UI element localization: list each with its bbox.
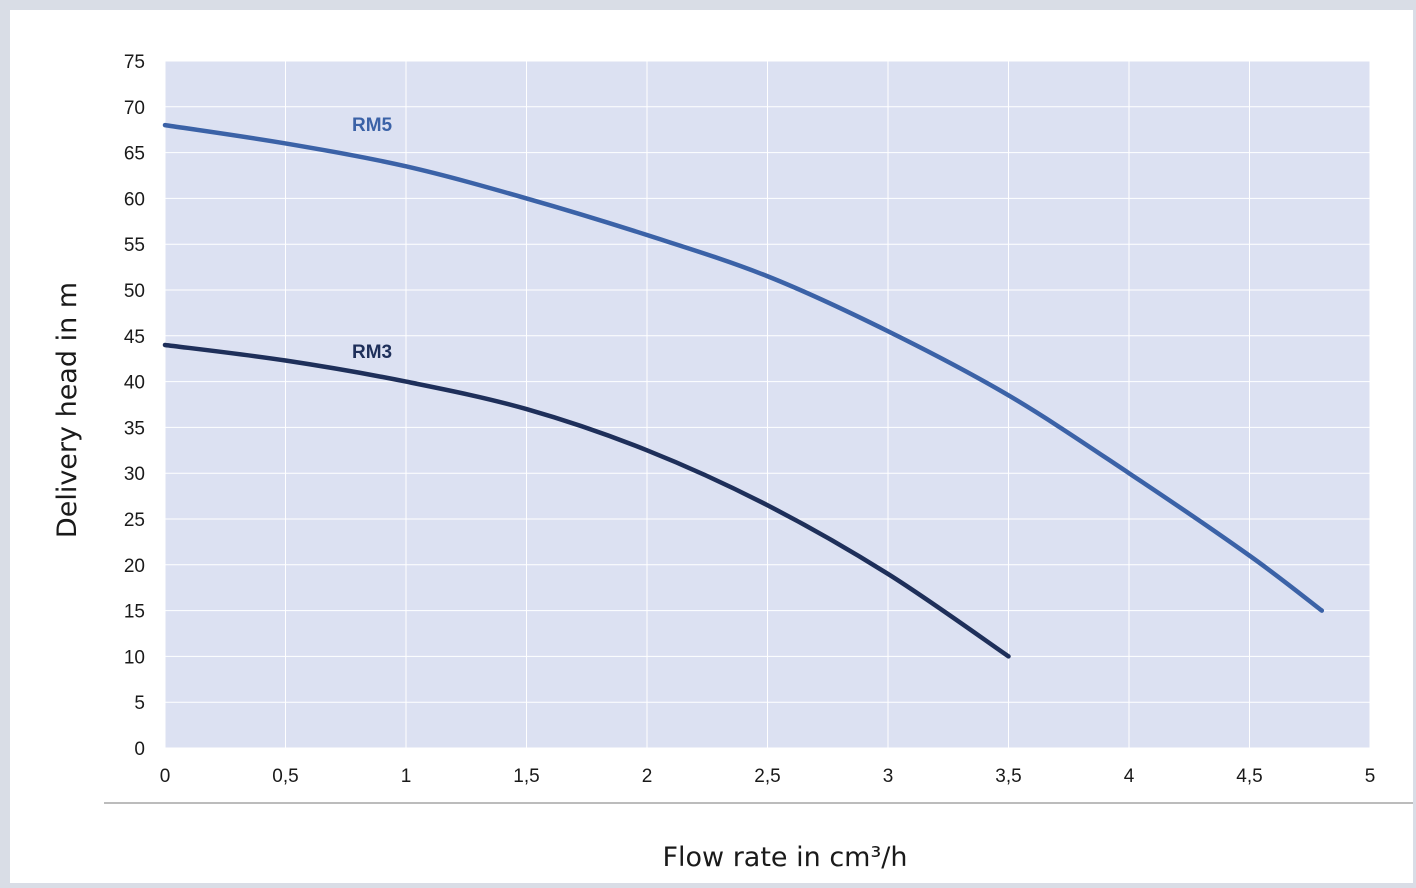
y-tick-label: 15 (124, 602, 145, 623)
y-tick-label: 65 (124, 144, 145, 165)
y-tick-label: 0 (134, 739, 145, 760)
y-tick-label: 25 (124, 510, 145, 531)
x-tick-label: 1,5 (513, 766, 539, 787)
y-tick-label: 30 (124, 464, 145, 485)
y-tick-label: 70 (124, 98, 145, 119)
x-tick-label: 3,5 (995, 766, 1021, 787)
y-tick-label: 50 (124, 281, 145, 302)
y-axis-title: Delivery head in m (52, 282, 83, 538)
x-tick-label: 0 (160, 766, 171, 787)
y-tick-label: 35 (124, 418, 145, 439)
y-tick-label: 75 (124, 52, 145, 73)
grid (164, 60, 1371, 749)
x-tick-label: 4,5 (1236, 766, 1262, 787)
x-axis-title: Flow rate in cm³/h (662, 842, 907, 873)
y-tick-label: 20 (124, 556, 145, 577)
x-tick-label: 0,5 (272, 766, 298, 787)
y-tick-label: 40 (124, 373, 145, 394)
y-tick-label: 55 (124, 235, 145, 256)
y-tick-label: 45 (124, 327, 145, 348)
series-label-rm3: RM3 (352, 342, 392, 363)
y-tick-label: 5 (134, 693, 145, 714)
x-tick-label: 1 (401, 766, 412, 787)
y-tick-labels: 0 5 10 15 20 25 30 35 40 45 50 55 60 65 70 75 (124, 52, 145, 760)
x-tick-label: 2,5 (754, 766, 780, 787)
series-line-rm5 (162, 122, 1325, 613)
x-tick-label: 5 (1365, 766, 1376, 787)
x-tick-labels: 0 0,5 1 1,5 2 2,5 3 3,5 4 4,5 5 (160, 766, 1376, 787)
x-tick-label: 4 (1124, 766, 1135, 787)
x-tick-label: 3 (883, 766, 894, 787)
y-tick-label: 60 (124, 189, 145, 210)
series-line-rm3 (162, 342, 1011, 659)
y-tick-label: 10 (124, 647, 145, 668)
series-label-rm5: RM5 (352, 115, 393, 136)
series-lines (162, 122, 1325, 659)
x-tick-label: 2 (642, 766, 653, 787)
